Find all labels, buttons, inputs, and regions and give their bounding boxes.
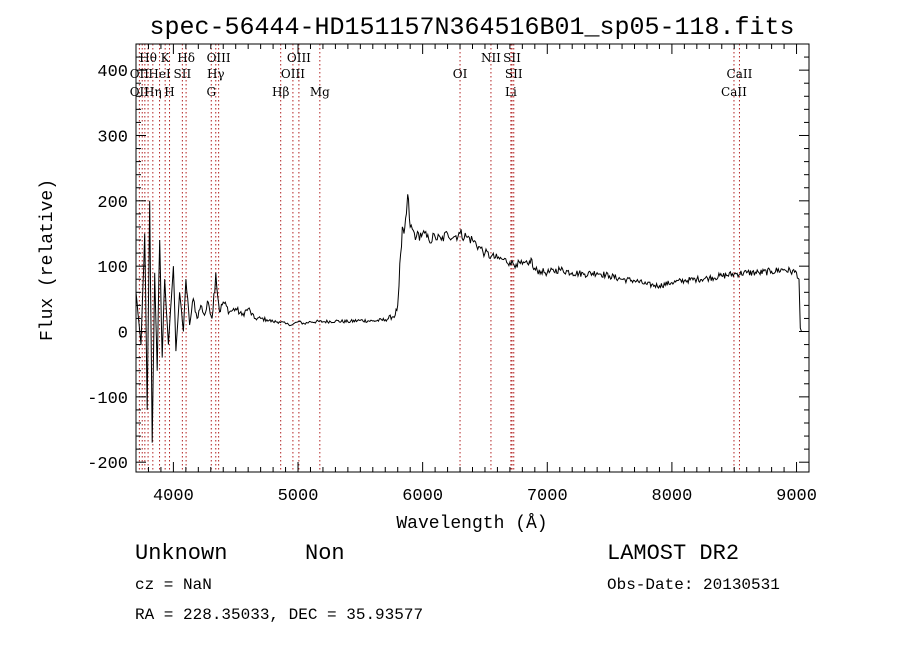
x-tick-label: 9000	[776, 487, 817, 506]
redshift-value: cz = NaN	[135, 576, 212, 594]
survey-name: LAMOST DR2	[607, 541, 739, 566]
line-label: NII	[481, 51, 501, 65]
line-label: OIII	[281, 67, 305, 81]
x-tick-label: 7000	[527, 487, 568, 506]
y-tick-label: 100	[97, 259, 128, 278]
y-tick-label: -200	[87, 455, 128, 474]
plot-frame	[135, 43, 810, 473]
coordinates: RA = 228.35033, DEC = 35.93577	[135, 606, 423, 624]
line-label: K	[161, 51, 171, 65]
line-label: SII	[505, 67, 523, 81]
x-tick-label: 8000	[652, 487, 693, 506]
line-label: OIII	[207, 51, 231, 65]
y-tick-labels: -200 -100 0 100 200 300 400	[87, 63, 128, 474]
y-axis-label: Flux (relative)	[38, 179, 58, 341]
line-label: G	[206, 85, 216, 99]
line-label: OIII	[287, 51, 311, 65]
line-label: OII	[130, 85, 150, 99]
object-class: Unknown	[135, 541, 227, 566]
line-label: OII	[130, 67, 150, 81]
line-label: Hβ	[272, 85, 289, 99]
y-tick-label: 0	[118, 325, 128, 344]
chart-title: spec-56444-HD151157N364516B01_sp05-118.f…	[149, 13, 794, 42]
axis-ticks	[135, 43, 810, 472]
line-label: SII	[174, 67, 192, 81]
y-tick-label: -100	[87, 390, 128, 409]
line-label: HeI	[148, 67, 171, 81]
line-label: Hδ	[177, 51, 195, 65]
y-tick-label: 200	[97, 194, 128, 213]
line-label: H	[164, 85, 174, 99]
line-label: Hγ	[207, 67, 225, 81]
x-tick-label: 4000	[153, 487, 194, 506]
y-tick-label: 400	[97, 63, 128, 82]
object-subclass: Non	[305, 541, 345, 566]
x-axis-label: Wavelength (Å)	[396, 513, 547, 534]
emission-line-markers	[138, 44, 740, 472]
line-label: CaII	[721, 85, 747, 99]
spectrum-line	[135, 194, 802, 443]
line-label: Hη	[144, 85, 162, 99]
line-label: OI	[453, 67, 468, 81]
observation-date: Obs-Date: 20130531	[607, 576, 780, 594]
line-label: Hθ	[139, 51, 157, 65]
x-tick-label: 5000	[278, 487, 319, 506]
x-tick-label: 6000	[402, 487, 443, 506]
line-label: SII	[503, 51, 521, 65]
x-tick-labels: 4000 5000 6000 7000 8000 9000	[153, 487, 817, 506]
y-tick-label: 300	[97, 128, 128, 147]
line-label: Li	[505, 85, 517, 99]
line-label: Mg	[310, 85, 330, 99]
line-label: CaII	[727, 67, 753, 81]
